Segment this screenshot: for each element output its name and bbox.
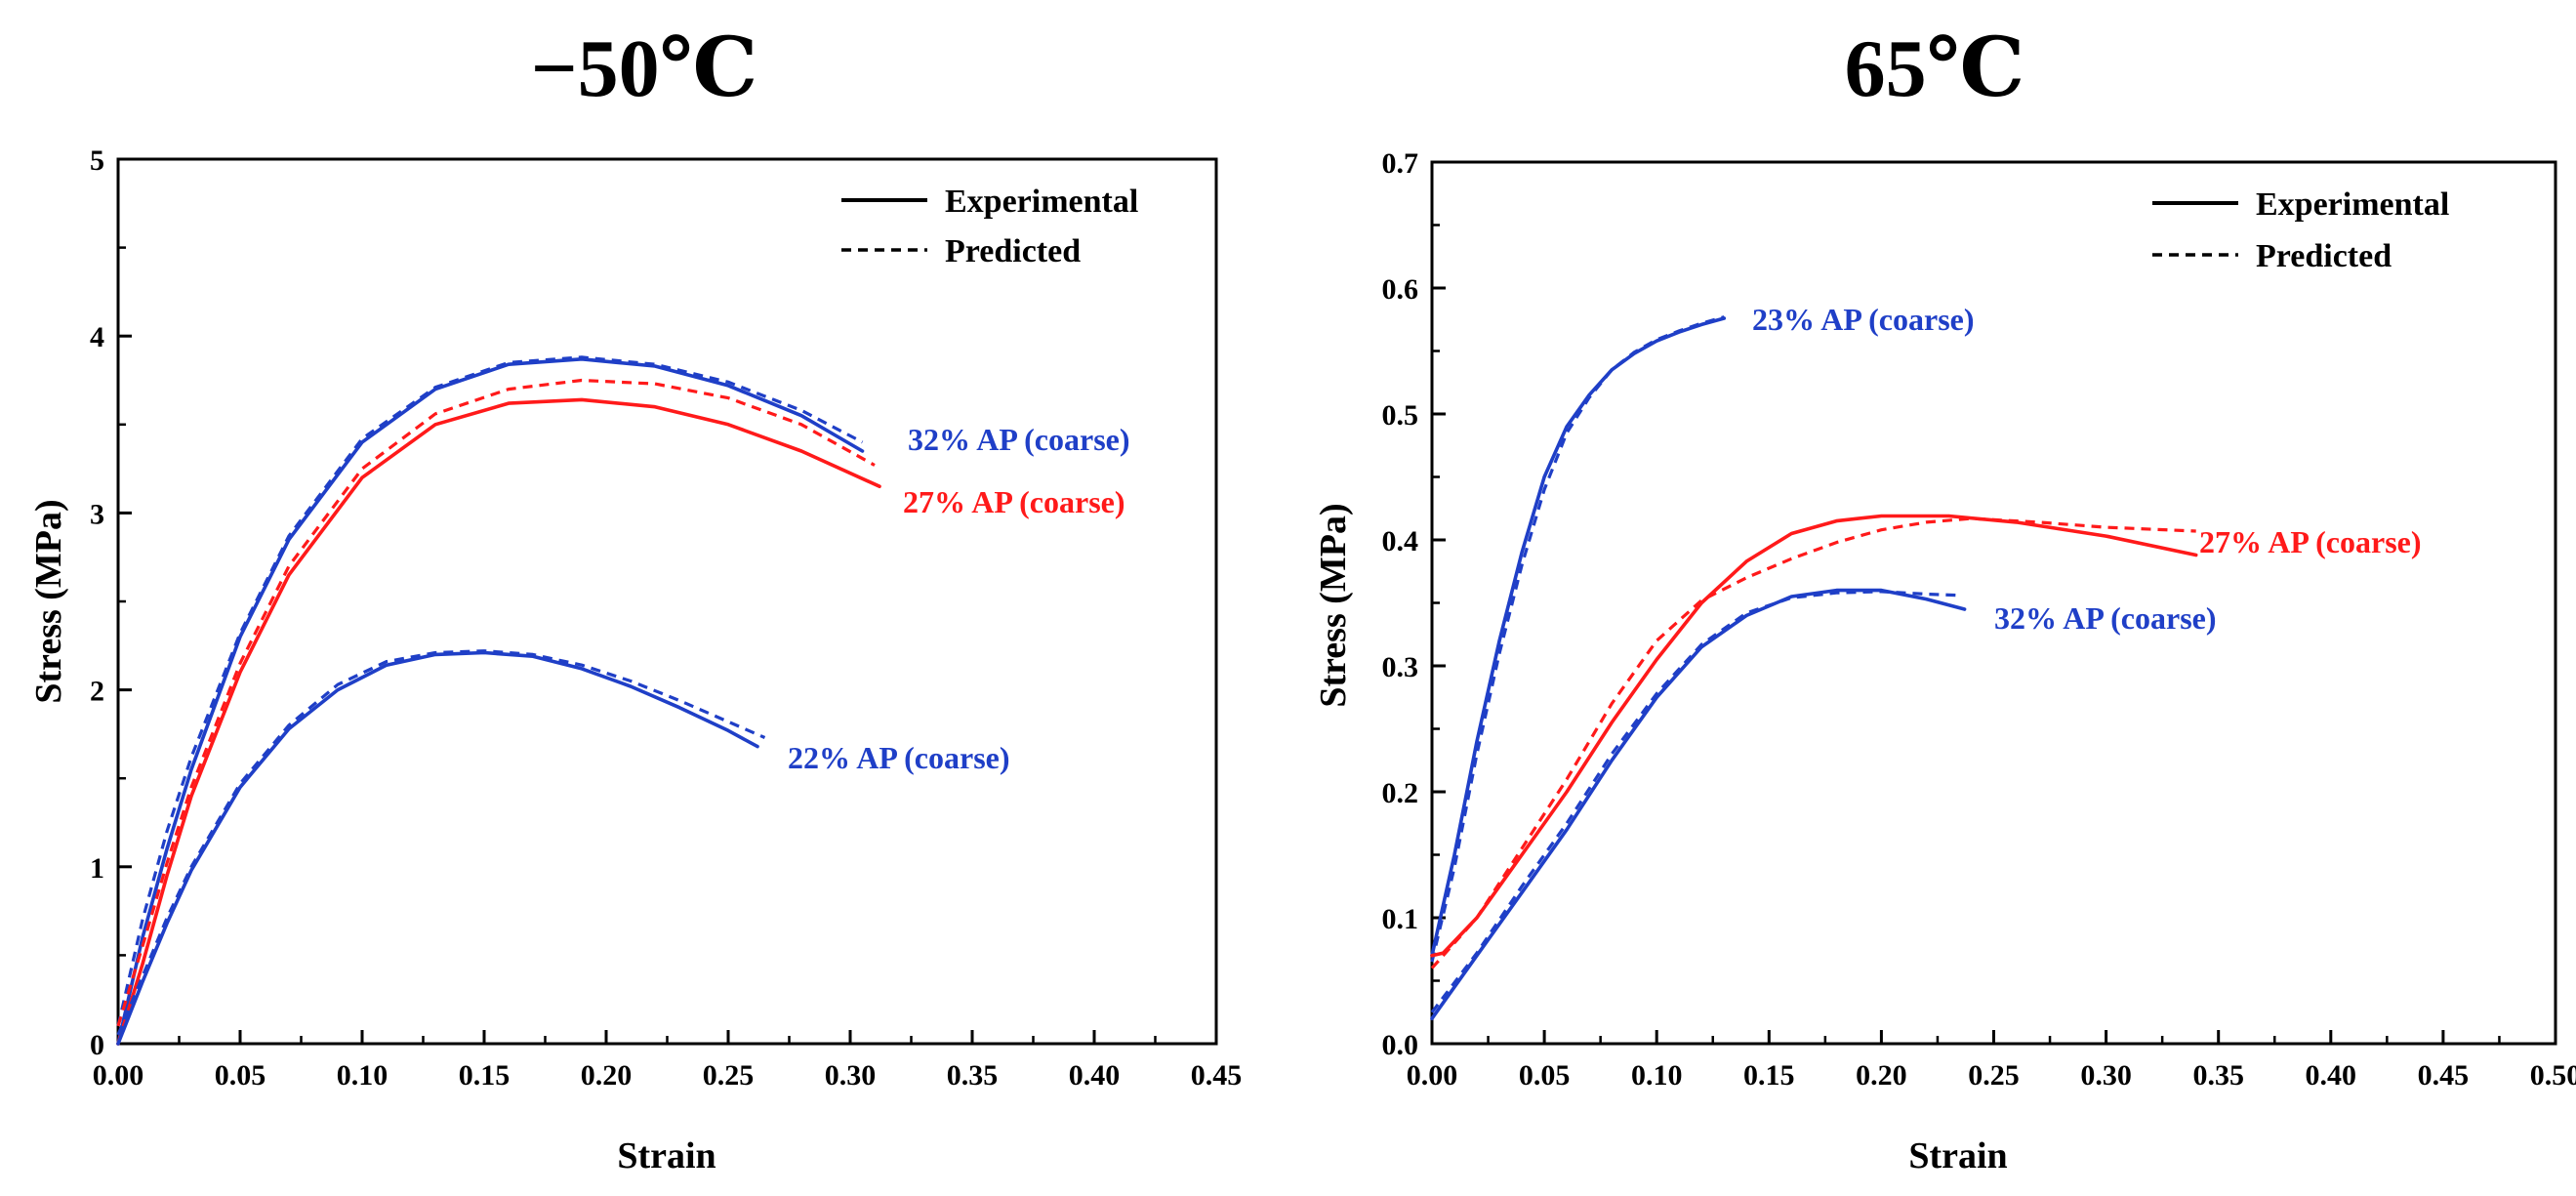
x-tick-label-left-6: 0.30 [825,1059,877,1092]
chart-left-y-axis-label: Stress (MPa) [28,499,69,703]
y-tick-label-right-5: 0.5 [1382,399,1419,432]
x-tick-label-right-8: 0.40 [2306,1059,2357,1092]
series-label-right-27: 27% AP (coarse) [2199,524,2422,559]
chart-left-lines [118,357,879,1044]
series-right-27-experimental-line [1432,516,2196,956]
chart-right-x-axis-label: Strain [1908,1135,2007,1176]
x-tick-label-left-8: 0.40 [1069,1059,1121,1092]
y-tick-label-right-4: 0.4 [1382,525,1419,557]
x-tick-label-right-7: 0.35 [2192,1059,2244,1092]
y-tick-label-left-0: 0 [90,1029,104,1061]
x-tick-label-right-9: 0.45 [2418,1059,2470,1092]
x-tick-label-right-5: 0.25 [1968,1059,2020,1092]
y-tick-label-right-1: 0.1 [1382,903,1419,935]
chart-right-lines [1432,317,2196,1018]
x-tick-label-left-2: 0.10 [337,1059,388,1092]
y-tick-label-right-3: 0.3 [1382,651,1419,683]
x-tick-label-right-4: 0.20 [1856,1059,1907,1092]
x-tick-label-right-1: 0.05 [1519,1059,1571,1092]
chart-right-title: 65℃ [1845,23,2025,114]
x-tick-label-left-9: 0.45 [1191,1059,1243,1092]
x-tick-label-left-1: 0.05 [215,1059,266,1092]
chart-left: −50℃ 0.00 0.05 0.10 0.15 0.20 0.25 0.30 0.35 0.4… [28,23,1242,1176]
series-left-27-experimental-line [118,399,879,1044]
series-label-left-22: 22% AP (coarse) [788,740,1010,775]
y-tick-label-right-6: 0.6 [1382,273,1419,306]
chart-left-x-axis-label: Strain [617,1135,716,1176]
x-tick-label-left-7: 0.35 [947,1059,999,1092]
x-tick-label-left-5: 0.25 [703,1059,755,1092]
chart-left-legend: Experimental Predicted [841,184,1138,269]
series-label-left-32: 32% AP (coarse) [908,422,1130,457]
x-tick-label-right-3: 0.15 [1743,1059,1795,1092]
series-label-left-27: 27% AP (coarse) [903,484,1125,519]
y-tick-label-left-1: 1 [90,852,104,885]
chart-left-plot-frame [118,159,1216,1044]
chart-right-axes: 0.00 0.05 0.10 0.15 0.20 0.25 0.30 0.35 0.40 0.45… [1382,147,2576,1092]
x-tick-label-right-0: 0.00 [1407,1059,1458,1092]
legend-right-experimental: Experimental [2256,186,2449,223]
y-tick-label-left-4: 4 [90,321,104,353]
x-tick-label-right-10: 0.50 [2530,1059,2576,1092]
y-tick-label-right-7: 0.7 [1382,147,1419,180]
legend-right-predicted: Predicted [2256,238,2392,274]
legend-left-experimental: Experimental [945,184,1138,220]
chart-right-y-axis-label: Stress (MPa) [1313,503,1354,707]
series-label-right-23: 23% AP (coarse) [1752,302,1975,337]
series-right-27-predicted-line [1432,518,2196,969]
series-label-right-32: 32% AP (coarse) [1994,600,2217,636]
chart-right-legend: Experimental Predicted [2152,186,2449,274]
x-tick-label-left-0: 0.00 [93,1059,144,1092]
x-tick-label-left-4: 0.20 [581,1059,633,1092]
y-tick-label-left-3: 3 [90,498,104,530]
y-tick-label-right-0: 0.0 [1382,1029,1419,1061]
x-tick-label-right-6: 0.30 [2080,1059,2132,1092]
chart-left-title: −50℃ [531,23,758,114]
y-tick-label-left-2: 2 [90,676,104,708]
x-tick-label-left-3: 0.15 [459,1059,511,1092]
series-left-27-predicted-line [118,381,875,1026]
y-tick-label-left-5: 5 [90,144,104,177]
legend-left-predicted: Predicted [945,233,1081,269]
x-tick-label-right-2: 0.10 [1631,1059,1683,1092]
y-tick-label-right-2: 0.2 [1382,777,1419,809]
series-right-32-experimental-line [1432,591,1965,1019]
